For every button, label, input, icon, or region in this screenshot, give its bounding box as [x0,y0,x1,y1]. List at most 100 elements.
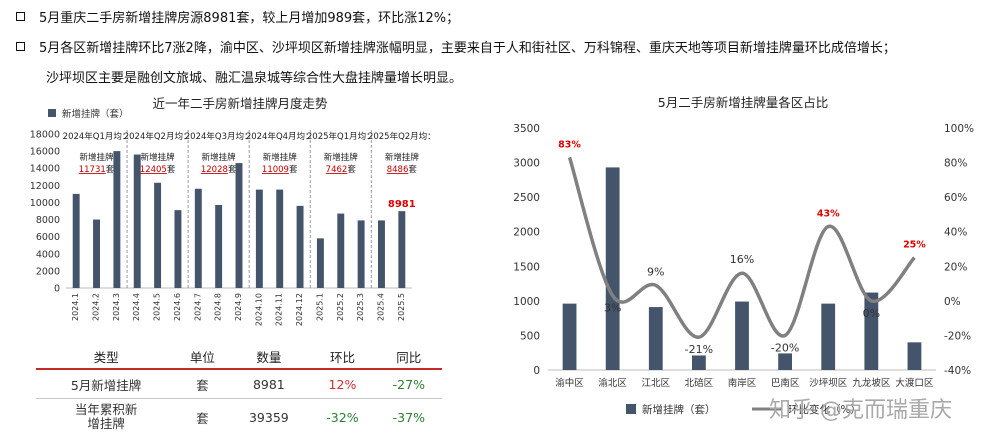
y2-tick-label: 40% [944,227,967,239]
x-tick-label: 2024.8 [214,293,223,321]
bar [648,307,663,370]
quarter-note-value: 12405套 [140,164,176,175]
quarter-note-mid: 新增挂牌 [141,152,176,163]
bar [778,353,793,370]
quarter-note-head: 2025年Q2月均： [368,131,436,142]
bar [337,213,345,288]
bar [296,205,304,288]
quarter-note-unit: 套 [289,164,298,175]
x-tick-label: 2025.3 [356,293,365,321]
quarter-note-number: 12405 [140,165,167,175]
bar [276,189,284,288]
legend-swatch [626,404,636,414]
watermark: 知乎 @克而瑞重庆 [769,398,952,423]
quarter-note-number: 11009 [262,165,289,175]
data-label: 3% [604,302,621,315]
table-cell: 套 [176,369,229,399]
x-tick-label: 2024.12 [295,293,304,326]
data-label: 25% [903,240,926,251]
y-tick-label: 18000 [30,130,60,141]
x-tick-label: 渝北区 [598,377,627,389]
x-tick-label: 2024.10 [254,293,263,326]
data-label: 8981 [388,199,416,210]
bar [735,301,749,370]
y2-tick-label: -20% [944,330,971,342]
quarter-note-mid: 新增挂牌 [80,152,115,163]
table-cell: 39359 [248,409,289,425]
quarter-note-value: 7462套 [326,164,357,175]
quarter-note-value: 11009套 [262,164,298,175]
table-cell: 5月新增挂牌 [36,369,177,399]
legend-label: 新增挂牌（套） [62,108,129,120]
data-label: 9% [647,265,664,278]
data-label: -20% [771,341,799,354]
x-tick-label: 北碚区 [685,377,714,389]
x-tick-label: 渝中区 [555,377,584,389]
y-tick-label: 4000 [36,249,60,260]
table-cell: 12% [309,369,376,399]
data-label: 83% [558,139,581,150]
bar [113,151,121,288]
bar [72,193,80,288]
quarter-note-unit: 套 [167,164,176,175]
y2-tick-label: 60% [944,192,967,204]
x-tick-label: 2025.4 [376,293,385,321]
table-header: 类型 [36,344,177,370]
bar [194,188,202,288]
x-tick-label: 2024.4 [132,293,141,321]
y-tick-label: 8000 [36,215,60,226]
table-header: 单位 [176,344,229,370]
quarter-note-mid: 新增挂牌 [385,152,420,163]
y2-tick-label: 20% [944,261,967,273]
x-tick-label: 2024.1 [71,293,80,321]
x-tick-label: 2024.3 [112,293,121,321]
bar [821,303,836,370]
y-tick-label: 2500 [513,192,540,204]
quarter-note-value: 11731套 [79,164,115,175]
table-cell-line: 当年累积新 [74,402,138,417]
legend-label: 新增挂牌（套） [642,403,716,416]
legend-label: 环比变化（%） [788,403,861,416]
y-tick-label: 500 [520,330,540,342]
quarter-note-number: 7462 [326,165,348,175]
y-tick-label: 2000 [513,227,540,239]
table-cell: 套 [196,410,209,426]
quarter-note-mid: 新增挂牌 [324,152,359,163]
bar [378,220,385,288]
bar [316,238,324,288]
x-tick-label: 大渡口区 [895,377,934,389]
summary-text-1: 5月重庆二手房新增挂牌房源8981套，较上月增加989套，环比涨12%； [39,11,460,26]
chart-title: 5月二手房新增挂牌量各区占比 [658,95,828,110]
summary-line-1: 5月重庆二手房新增挂牌房源8981套，较上月增加989套，环比涨12%； [16,10,459,27]
bar [93,219,100,288]
summary-text-2: 5月各区新增挂牌环比7涨2降，渝中区、沙坪坝区新增挂牌涨幅明显，主要来自于人和街… [39,41,896,56]
y-tick-label: 1000 [513,296,540,308]
quarter-note-unit: 套 [408,164,417,175]
bar [864,292,879,370]
bar [235,163,243,288]
table-cell: -37% [392,409,425,425]
bar [398,211,406,288]
district-listing-chart: 5月二手房新增挂牌量各区占比 0 500 1000 1500 2000 2500 3000 35… [513,95,974,416]
y-tick-label: 0 [54,284,60,295]
quarter-note-head: 2025年Q1月均： [307,131,375,142]
x-tick-label: 巴南区 [771,377,800,389]
x-tick-label: 2024.6 [173,293,182,321]
quarter-note-unit: 套 [106,164,115,175]
bar [215,205,223,288]
bar [255,189,263,288]
x-tick-label: 九龙坡区 [852,377,891,389]
x-tick-label: 2025.5 [397,293,406,321]
y-tick-label: 12000 [30,181,60,192]
quarter-note-number: 11731 [79,165,106,175]
table-header: 环比 [309,344,376,370]
monthly-listing-chart: 新增挂牌（套） 近一年二手房新增挂牌月度走势 0 2000 4000 6000 8000 10… [30,96,436,326]
x-tick-label: 2024.2 [92,293,101,321]
x-tick-label: 2024.5 [153,293,162,321]
table-header: 数量 [228,344,310,370]
x-tick-label: 江北区 [642,378,671,389]
mom-line [567,156,916,339]
y-tick-label: 3000 [513,158,540,170]
bar [133,154,141,288]
quarter-note-unit: 套 [347,164,356,175]
